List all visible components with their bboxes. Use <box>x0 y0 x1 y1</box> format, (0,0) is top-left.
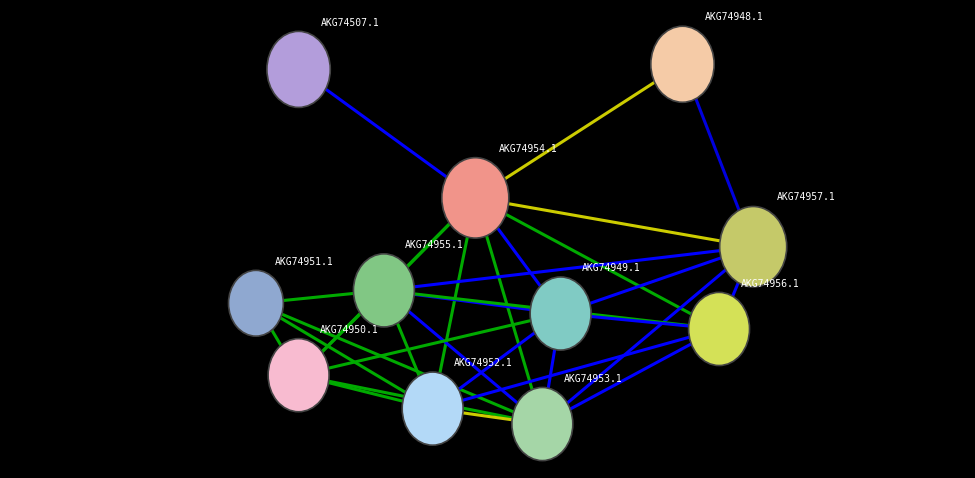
Ellipse shape <box>267 32 331 108</box>
Ellipse shape <box>530 277 591 350</box>
Ellipse shape <box>720 206 787 287</box>
Text: AKG74957.1: AKG74957.1 <box>777 193 836 203</box>
Ellipse shape <box>353 254 414 327</box>
Text: AKG74955.1: AKG74955.1 <box>406 240 464 250</box>
Ellipse shape <box>442 158 509 238</box>
Text: AKG74949.1: AKG74949.1 <box>582 263 641 273</box>
Ellipse shape <box>228 271 284 336</box>
Text: AKG74953.1: AKG74953.1 <box>564 374 622 384</box>
Text: AKG74950.1: AKG74950.1 <box>320 325 378 335</box>
Ellipse shape <box>688 293 750 366</box>
Ellipse shape <box>512 388 573 461</box>
Text: AKG74507.1: AKG74507.1 <box>321 18 379 28</box>
Text: AKG74952.1: AKG74952.1 <box>454 358 513 369</box>
Text: AKG74956.1: AKG74956.1 <box>740 279 799 289</box>
Text: AKG74951.1: AKG74951.1 <box>275 257 333 267</box>
Ellipse shape <box>268 338 329 412</box>
Text: AKG74954.1: AKG74954.1 <box>499 144 558 153</box>
Text: AKG74948.1: AKG74948.1 <box>705 12 763 22</box>
Ellipse shape <box>651 26 714 102</box>
Ellipse shape <box>402 372 463 445</box>
